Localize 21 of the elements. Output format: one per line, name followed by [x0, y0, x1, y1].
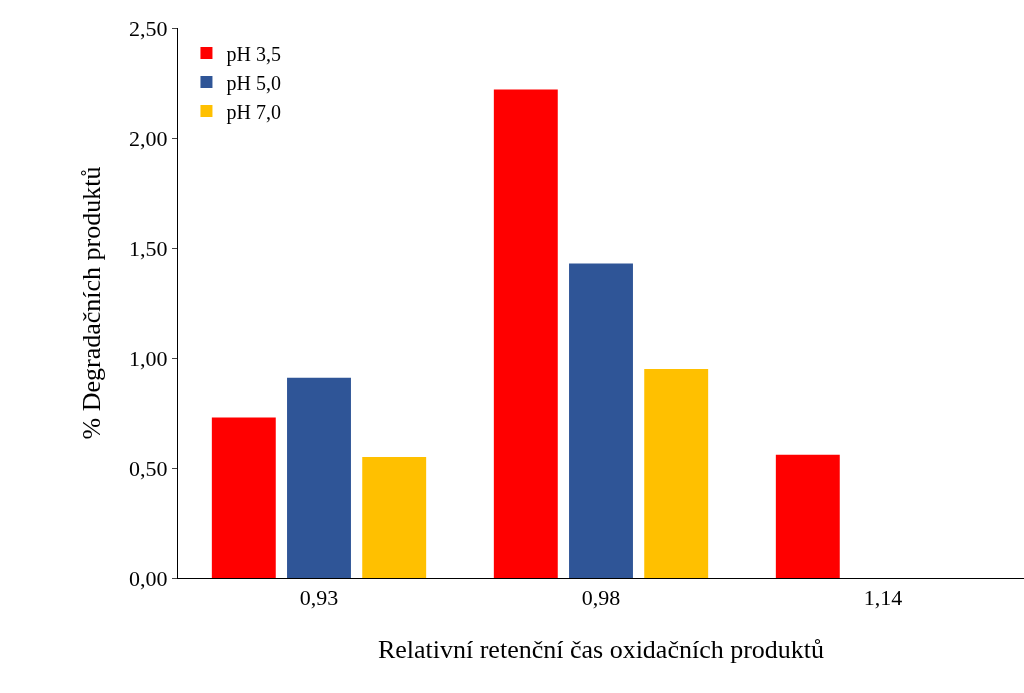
x-tick-label: 1,14 — [863, 585, 903, 611]
x-tick-label: 0,93 — [299, 585, 339, 611]
y-tick-label: 2,00 — [129, 125, 168, 151]
legend-label: pH 3,5 — [226, 42, 281, 66]
bar — [362, 457, 427, 578]
legend-label: pH 5,0 — [226, 71, 281, 95]
y-tick-label: 0,00 — [129, 565, 168, 591]
legend-label: pH 7,0 — [226, 100, 281, 124]
bar — [493, 89, 558, 578]
x-axis-title: Relativní retenční čas oxidačních produktů — [377, 635, 825, 665]
y-tick-label: 2,50 — [129, 15, 168, 41]
bar — [775, 454, 840, 578]
bar — [211, 417, 276, 578]
y-axis-title: % Degradačních produktů — [77, 166, 107, 440]
bar — [569, 263, 633, 578]
y-tick-label: 1,00 — [129, 345, 168, 371]
bar — [644, 369, 709, 578]
y-tick-label: 1,50 — [129, 235, 168, 261]
bar — [287, 377, 351, 578]
x-tick-label: 0,98 — [581, 585, 621, 611]
y-tick-label: 0,50 — [129, 455, 168, 481]
